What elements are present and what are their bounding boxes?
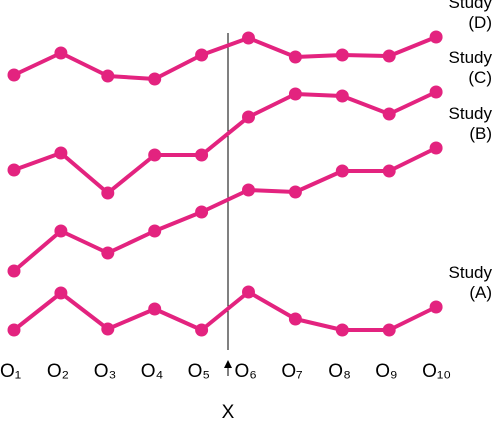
x-tick-label: O₁₀ <box>422 361 451 382</box>
point <box>148 302 162 316</box>
point <box>382 49 396 63</box>
point <box>242 285 255 299</box>
point <box>54 146 68 160</box>
point <box>195 48 209 62</box>
x-tick-label: O₈ <box>328 361 351 382</box>
point <box>429 300 443 314</box>
series-label: Study (A) <box>448 263 492 302</box>
point <box>429 85 443 99</box>
series-line <box>12 290 437 332</box>
x-tick-label: O₇ <box>281 361 302 382</box>
point <box>7 264 21 278</box>
x-tick-label: O₂ <box>47 361 69 382</box>
point <box>195 323 209 337</box>
point <box>335 48 349 62</box>
x-tick-label: O₅ <box>188 361 210 382</box>
point <box>288 312 302 326</box>
point <box>148 72 162 86</box>
point <box>242 31 255 45</box>
point <box>54 224 68 238</box>
point <box>429 141 443 155</box>
x-tick-label: O₉ <box>375 361 397 382</box>
point <box>101 322 115 336</box>
series-label: Study (D) <box>448 0 492 32</box>
x-tick-label: O₃ <box>94 361 117 382</box>
series-line <box>13 90 437 195</box>
point <box>429 30 443 44</box>
point <box>148 224 162 238</box>
point <box>242 110 255 124</box>
point <box>335 323 349 337</box>
series-label: Study (C) <box>448 48 492 87</box>
point <box>382 107 396 121</box>
point <box>101 246 115 260</box>
point <box>101 186 115 200</box>
series-line <box>13 35 437 81</box>
arrow-head <box>224 360 232 368</box>
point <box>7 163 21 177</box>
x-tick-label: O₄ <box>141 361 164 382</box>
point <box>195 148 209 162</box>
point <box>288 185 302 199</box>
point <box>288 50 302 64</box>
annotation: X <box>222 402 235 423</box>
point <box>242 183 255 197</box>
point <box>382 164 396 178</box>
x-tick-label: O₆ <box>235 361 257 382</box>
point <box>195 205 209 219</box>
point <box>288 87 302 101</box>
point <box>335 89 349 103</box>
point <box>7 68 21 82</box>
point <box>101 69 115 83</box>
point <box>54 286 68 300</box>
point <box>335 164 349 178</box>
series-line <box>12 146 437 273</box>
point <box>7 323 21 337</box>
point <box>148 148 162 162</box>
x-tick-label: O₁ <box>0 361 21 382</box>
series-label: Study (B) <box>448 104 492 143</box>
point <box>54 46 68 60</box>
point <box>382 323 396 337</box>
